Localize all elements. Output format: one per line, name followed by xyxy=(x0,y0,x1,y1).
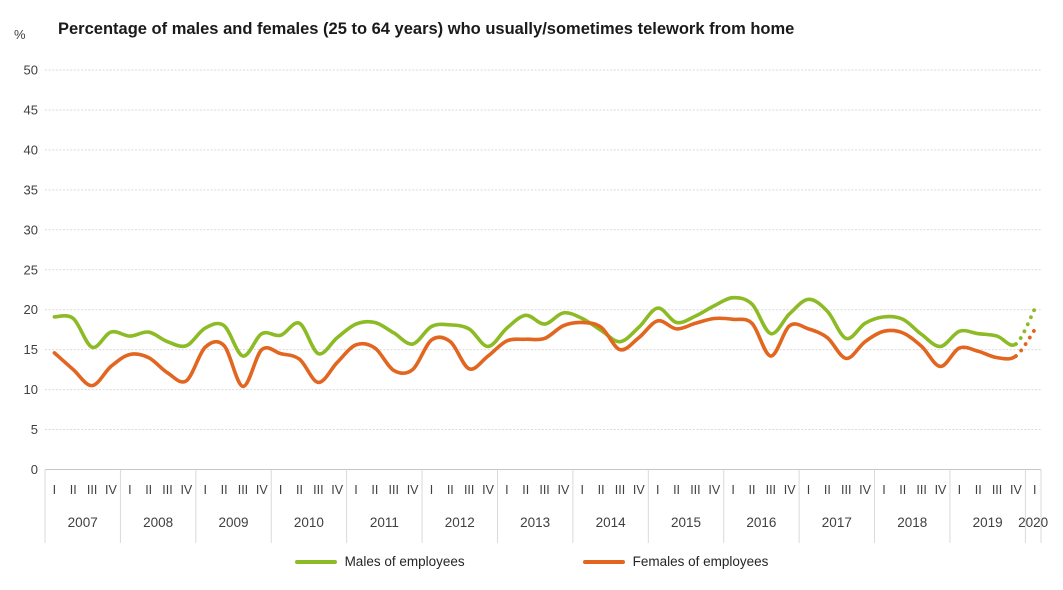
quarter-tick-label: II xyxy=(748,483,755,497)
quarter-tick-label: I xyxy=(430,483,433,497)
males-line xyxy=(52,295,1018,358)
quarter-tick-label: I xyxy=(958,483,961,497)
quarter-tick-label: IV xyxy=(180,483,192,497)
y-tick-label: 0 xyxy=(31,462,38,477)
year-tick-label: 2014 xyxy=(596,515,627,530)
year-dividers xyxy=(44,469,1042,543)
year-tick-label: 2008 xyxy=(143,515,173,530)
y-tick-label: 10 xyxy=(24,382,38,397)
quarter-tick-label: I xyxy=(354,483,357,497)
quarter-tick-label: II xyxy=(598,483,605,497)
quarter-tick-label: IV xyxy=(558,483,570,497)
quarter-tick-label: IV xyxy=(331,483,343,497)
y-tick-label: 45 xyxy=(24,102,38,117)
quarter-tick-label: I xyxy=(882,483,885,497)
year-tick-label: 2007 xyxy=(68,515,98,530)
quarter-tick-label: III xyxy=(162,483,172,497)
quarter-tick-label: III xyxy=(87,483,97,497)
year-tick-label: 2019 xyxy=(973,515,1003,530)
quarter-tick-label: I xyxy=(128,483,131,497)
y-gridlines xyxy=(45,69,1041,431)
y-tick-label: 25 xyxy=(24,262,38,277)
legend-item-females: Females of employees xyxy=(582,554,769,569)
quarter-tick-label: III xyxy=(690,483,700,497)
quarter-tick-label: II xyxy=(296,483,303,497)
quarter-tick-label: IV xyxy=(708,483,720,497)
year-tick-label: 2016 xyxy=(746,515,776,530)
year-tick-label: 2020 xyxy=(1018,515,1048,530)
y-tick-label: 35 xyxy=(24,182,38,197)
quarter-tick-label: III xyxy=(539,483,549,497)
year-tick-label: 2018 xyxy=(897,515,927,530)
quarter-labels: I II III IV I II III IV I II III IV I II III IV I II III IV… xyxy=(53,483,1037,497)
quarter-tick-label: II xyxy=(70,483,77,497)
quarter-tick-label: IV xyxy=(633,483,645,497)
quarter-tick-label: IV xyxy=(407,483,419,497)
females-projection-dotted-line xyxy=(1014,327,1037,358)
quarter-tick-label: II xyxy=(522,483,529,497)
quarter-tick-label: II xyxy=(145,483,152,497)
males-projection-dotted-line xyxy=(1014,307,1037,346)
year-tick-label: 2015 xyxy=(671,515,701,530)
quarter-tick-label: II xyxy=(975,483,982,497)
y-tick-label: 15 xyxy=(24,342,38,357)
year-tick-label: 2012 xyxy=(445,515,475,530)
y-tick-label: 5 xyxy=(31,422,38,437)
year-tick-label: 2013 xyxy=(520,515,550,530)
quarter-tick-label: III xyxy=(766,483,776,497)
quarter-tick-label: I xyxy=(505,483,508,497)
quarter-tick-label: III xyxy=(916,483,926,497)
y-axis-labels: 0 5 10 15 20 25 30 35 40 45 50 xyxy=(24,63,38,478)
quarter-tick-label: III xyxy=(313,483,323,497)
quarter-tick-label: II xyxy=(371,483,378,497)
quarter-tick-label: IV xyxy=(105,483,117,497)
males-line-swatch xyxy=(294,559,337,564)
females-line-swatch xyxy=(582,559,625,564)
y-tick-label: 20 xyxy=(24,302,38,317)
legend-label-females: Females of employees xyxy=(632,554,769,569)
y-tick-label: 40 xyxy=(24,142,38,157)
females-line xyxy=(52,316,1018,389)
year-tick-label: 2009 xyxy=(219,515,249,530)
year-tick-label: 2017 xyxy=(822,515,852,530)
quarter-tick-label: III xyxy=(841,483,851,497)
quarter-tick-label: IV xyxy=(1010,483,1022,497)
quarter-tick-label: I xyxy=(1033,483,1036,497)
chart-legend: Males of employees Females of employees xyxy=(0,554,1063,569)
y-tick-label: 50 xyxy=(24,63,38,78)
quarter-tick-label: III xyxy=(615,483,625,497)
quarter-tick-label: I xyxy=(203,483,206,497)
legend-item-males: Males of employees xyxy=(294,554,465,569)
year-labels: 2007 2008 2009 2010 2011 2012 2013 2014 2015 2016… xyxy=(68,515,1049,530)
quarter-tick-label: IV xyxy=(859,483,871,497)
quarter-tick-label: IV xyxy=(935,483,947,497)
y-axis-unit-label: % xyxy=(14,27,26,42)
quarter-tick-label: I xyxy=(731,483,734,497)
quarter-tick-label: IV xyxy=(482,483,494,497)
year-tick-label: 2010 xyxy=(294,515,324,530)
quarter-tick-label: I xyxy=(807,483,810,497)
quarter-tick-label: I xyxy=(279,483,282,497)
quarter-tick-label: IV xyxy=(784,483,796,497)
quarter-tick-label: II xyxy=(221,483,228,497)
legend-label-males: Males of employees xyxy=(344,554,465,569)
quarter-tick-label: I xyxy=(53,483,56,497)
quarter-tick-label: III xyxy=(238,483,248,497)
year-tick-label: 2011 xyxy=(370,515,399,530)
y-tick-label: 30 xyxy=(24,222,38,237)
quarter-tick-label: II xyxy=(899,483,906,497)
quarter-tick-label: I xyxy=(656,483,659,497)
quarter-tick-label: III xyxy=(992,483,1002,497)
quarter-tick-label: IV xyxy=(256,483,268,497)
chart-title: Percentage of males and females (25 to 6… xyxy=(58,20,795,38)
quarter-tick-label: II xyxy=(673,483,680,497)
quarter-tick-label: II xyxy=(447,483,454,497)
quarter-tick-label: I xyxy=(581,483,584,497)
quarter-tick-label: III xyxy=(464,483,474,497)
quarter-tick-label: II xyxy=(824,483,831,497)
quarter-tick-label: III xyxy=(389,483,399,497)
